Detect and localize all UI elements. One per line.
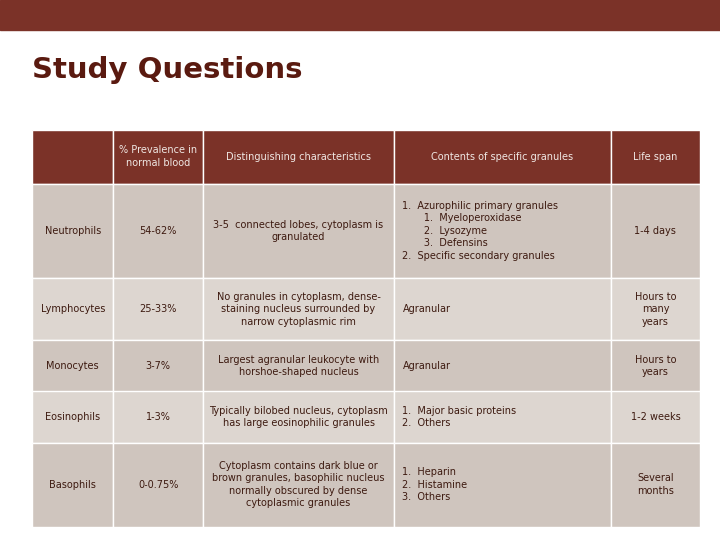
Bar [394,392,611,443]
Bar [32,392,113,443]
Bar [611,443,700,526]
Bar [611,184,700,278]
Text: Hours to
years: Hours to years [634,355,676,377]
Bar [113,443,203,526]
Bar [113,340,203,392]
Text: Distinguishing characteristics: Distinguishing characteristics [226,152,371,161]
Bar [611,278,700,340]
Bar [32,184,113,278]
Bar [32,443,113,526]
Text: 1-2 weeks: 1-2 weeks [631,412,680,422]
Bar [32,278,113,340]
Text: 1.  Azurophilic primary granules
       1.  Myeloperoxidase
       2.  Lysozyme
: 1. Azurophilic primary granules 1. Myelo… [402,201,559,261]
Text: 1-3%: 1-3% [145,412,171,422]
Bar [113,278,203,340]
Text: No granules in cytoplasm, dense-
staining nucleus surrounded by
narrow cytoplasm: No granules in cytoplasm, dense- stainin… [217,292,380,327]
Text: Hours to
many
years: Hours to many years [634,292,676,327]
Bar [394,184,611,278]
Bar [203,278,394,340]
Bar [203,340,394,392]
Bar [611,392,700,443]
Bar [32,184,113,278]
Text: 3-5  connected lobes, cytoplasm is
granulated: 3-5 connected lobes, cytoplasm is granul… [213,220,384,242]
Bar [611,130,700,184]
Bar [113,443,203,526]
Text: 3-7%: 3-7% [145,361,171,371]
Bar [611,130,700,184]
Bar [203,340,394,392]
Bar [394,340,611,392]
Bar [611,340,700,392]
Text: Cytoplasm contains dark blue or
brown granules, basophilic nucleus
normally obsc: Cytoplasm contains dark blue or brown gr… [212,461,384,508]
Bar [113,130,203,184]
Bar [394,392,611,443]
Bar [203,184,394,278]
Bar [113,184,203,278]
Bar [113,278,203,340]
Bar [32,392,113,443]
Text: 1.  Heparin
2.  Histamine
3.  Others: 1. Heparin 2. Histamine 3. Others [402,467,467,502]
Bar [203,392,394,443]
Bar [32,443,113,526]
Bar [32,278,113,340]
Bar [32,340,113,392]
Text: Monocytes: Monocytes [46,361,99,371]
Bar [203,278,394,340]
Bar [203,443,394,526]
Text: Several
months: Several months [637,474,674,496]
Bar [32,130,113,184]
Bar [394,184,611,278]
Text: Contents of specific granules: Contents of specific granules [431,152,573,161]
Bar [113,340,203,392]
Text: 1-4 days: 1-4 days [634,226,676,236]
Bar [394,443,611,526]
Bar [203,443,394,526]
Text: 0-0.75%: 0-0.75% [138,480,179,490]
Bar [203,130,394,184]
Bar [394,443,611,526]
Bar [203,184,394,278]
Bar [611,184,700,278]
Bar [611,340,700,392]
Bar [113,130,203,184]
Bar [0,0,720,30]
Text: Agranular: Agranular [402,361,451,371]
Text: Neutrophils: Neutrophils [45,226,101,236]
Bar [203,130,394,184]
Bar [113,184,203,278]
Text: Agranular: Agranular [402,304,451,314]
Text: Typically bilobed nucleus, cytoplasm
has large eosinophilic granules: Typically bilobed nucleus, cytoplasm has… [209,406,388,428]
Text: Life span: Life span [633,152,678,161]
Text: 25-33%: 25-33% [140,304,177,314]
Bar [32,340,113,392]
Bar [113,392,203,443]
Bar [611,392,700,443]
Text: 54-62%: 54-62% [140,226,177,236]
Text: Study Questions: Study Questions [32,56,303,84]
Text: 1.  Major basic proteins
2.  Others: 1. Major basic proteins 2. Others [402,406,516,428]
Text: Eosinophils: Eosinophils [45,412,100,422]
Bar [394,278,611,340]
Bar [394,130,611,184]
Text: Basophils: Basophils [49,480,96,490]
Bar [394,278,611,340]
Text: Largest agranular leukocyte with
horshoe-shaped nucleus: Largest agranular leukocyte with horshoe… [218,355,379,377]
Bar [113,392,203,443]
Bar [203,392,394,443]
Bar [394,340,611,392]
Bar [611,278,700,340]
Bar [32,130,113,184]
Text: Lymphocytes: Lymphocytes [40,304,105,314]
Bar [611,443,700,526]
Bar [394,130,611,184]
Text: % Prevalence in
normal blood: % Prevalence in normal blood [119,145,197,168]
